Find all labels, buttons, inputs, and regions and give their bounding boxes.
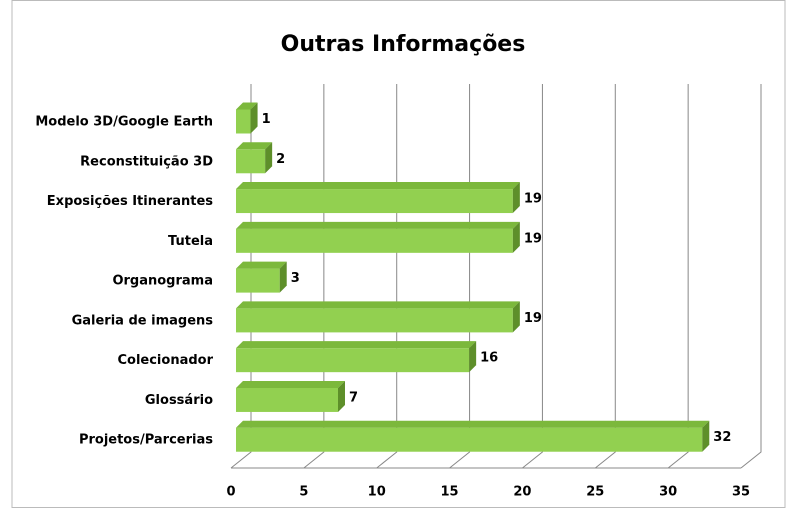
y-tick-label: Modelo 3D/Google Earth xyxy=(35,115,213,130)
value-label: 1 xyxy=(262,112,271,127)
value-label: 7 xyxy=(349,390,358,405)
bar-side xyxy=(702,420,710,452)
bar-side xyxy=(469,341,477,373)
bar xyxy=(236,387,338,412)
bar-top xyxy=(236,341,477,349)
value-label: 2 xyxy=(276,152,285,167)
value-label: 32 xyxy=(713,430,731,445)
y-tick-label: Galeria de imagens xyxy=(72,313,214,328)
grid-line xyxy=(376,84,398,469)
bar-side xyxy=(338,380,345,412)
bar xyxy=(236,268,280,293)
bar xyxy=(236,308,513,333)
grid-line xyxy=(667,84,689,469)
bar-side xyxy=(250,102,258,134)
bar-top xyxy=(236,221,520,229)
grid-line xyxy=(449,84,471,469)
bar-side xyxy=(279,261,287,293)
grid-line xyxy=(522,84,543,469)
bar xyxy=(236,149,266,174)
bar xyxy=(236,109,251,134)
bar xyxy=(236,189,513,214)
bar xyxy=(236,427,703,452)
chart-title: Outras Informações xyxy=(281,32,526,57)
bar-top xyxy=(236,261,287,269)
bar xyxy=(236,348,470,373)
bar-side xyxy=(512,182,520,214)
value-label: 16 xyxy=(480,351,498,366)
bar-side xyxy=(512,221,520,253)
x-tick-label: 10 xyxy=(368,485,386,500)
grid-line xyxy=(740,84,762,469)
bar-top xyxy=(236,182,520,190)
x-tick-label: 30 xyxy=(659,485,677,500)
x-tick-label: 25 xyxy=(586,485,604,500)
y-tick-label: Organograma xyxy=(112,274,213,289)
y-tick-label: Glossário xyxy=(145,393,213,408)
value-label: 3 xyxy=(291,271,300,286)
bar-side xyxy=(265,142,273,174)
value-label: 19 xyxy=(524,311,542,326)
bar-top xyxy=(236,142,273,150)
x-tick-label: 35 xyxy=(732,485,750,500)
x-tick-label: 5 xyxy=(299,485,308,500)
value-label: 19 xyxy=(524,192,542,207)
bar-top xyxy=(236,420,710,428)
y-tick-label: Projetos/Parcerias xyxy=(79,433,213,448)
y-tick-label: Exposições Itinerantes xyxy=(47,194,213,209)
grid-line xyxy=(594,84,616,469)
bar-top xyxy=(236,380,345,388)
bar-side xyxy=(512,301,520,333)
x-tick-label: 15 xyxy=(441,485,459,500)
x-tick-label: 0 xyxy=(226,485,235,500)
y-tick-label: Reconstituição 3D xyxy=(80,154,213,169)
bar-top xyxy=(236,301,520,309)
y-tick-label: Tutela xyxy=(168,234,213,249)
bar xyxy=(236,228,513,253)
value-label: 19 xyxy=(524,231,542,246)
y-tick-label: Colecionador xyxy=(117,353,213,368)
x-tick-label: 20 xyxy=(513,485,531,500)
bar-top xyxy=(236,102,258,110)
